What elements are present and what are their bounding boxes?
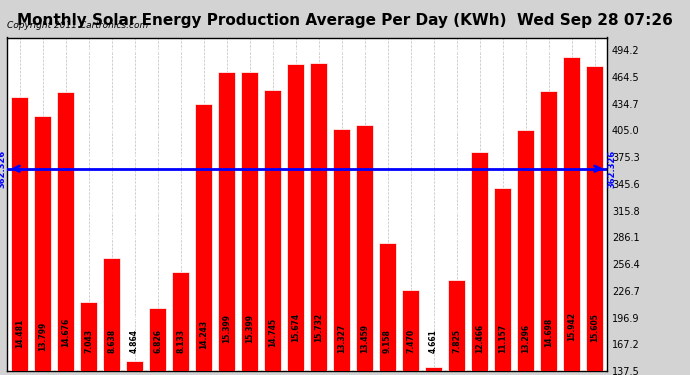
Text: 7.470: 7.470 [406,329,415,353]
Text: 15.605: 15.605 [590,314,599,342]
Text: 15.942: 15.942 [567,312,576,341]
Bar [57,92,75,375]
Text: 15.399: 15.399 [245,315,254,344]
Text: 13.296: 13.296 [521,324,530,353]
Text: 13.799: 13.799 [38,322,47,351]
Bar [402,290,420,375]
Bar [379,243,396,375]
Text: 15.674: 15.674 [291,313,300,342]
Bar [80,302,97,375]
Text: 11.157: 11.157 [498,324,507,353]
Text: 8.133: 8.133 [176,329,185,353]
Bar [494,189,511,375]
Bar [586,66,603,375]
Text: 4.661: 4.661 [429,329,438,353]
Text: 14.676: 14.676 [61,318,70,347]
Text: 4.864: 4.864 [130,329,139,353]
Text: 14.745: 14.745 [268,318,277,347]
Text: 12.466: 12.466 [475,324,484,353]
Text: 8.638: 8.638 [107,329,116,353]
Bar [310,63,327,375]
Text: 6.826: 6.826 [153,329,162,353]
Bar [172,272,189,375]
Bar [126,362,144,375]
Bar [471,153,489,375]
Bar [11,97,28,375]
Bar [448,280,465,375]
Bar [195,104,213,375]
Text: 9.158: 9.158 [383,329,392,353]
Text: 15.732: 15.732 [314,313,323,342]
Text: Monthly Solar Energy Production Average Per Day (KWh)  Wed Sep 28 07:26: Monthly Solar Energy Production Average … [17,13,673,28]
Text: 362.326: 362.326 [0,150,7,188]
Text: 14.481: 14.481 [15,319,24,348]
Bar [517,130,534,375]
Bar [425,367,442,375]
Bar [264,90,282,375]
Bar [241,72,258,375]
Text: 13.327: 13.327 [337,324,346,353]
Text: 7.825: 7.825 [452,329,461,353]
Text: 15.399: 15.399 [222,315,231,344]
Bar [149,308,166,375]
Text: 362.326: 362.326 [607,150,616,188]
Bar [333,129,351,375]
Bar [287,64,304,375]
Text: Copyright 2011 Cartronics.com: Copyright 2011 Cartronics.com [7,21,148,30]
Bar [34,116,51,375]
Text: 7.043: 7.043 [84,329,93,353]
Bar [540,91,558,375]
Bar [103,258,120,375]
Bar [218,72,235,375]
Text: 14.243: 14.243 [199,320,208,349]
Bar [563,57,580,375]
Text: 14.698: 14.698 [544,318,553,347]
Bar [356,125,373,375]
Text: 13.459: 13.459 [360,324,369,353]
